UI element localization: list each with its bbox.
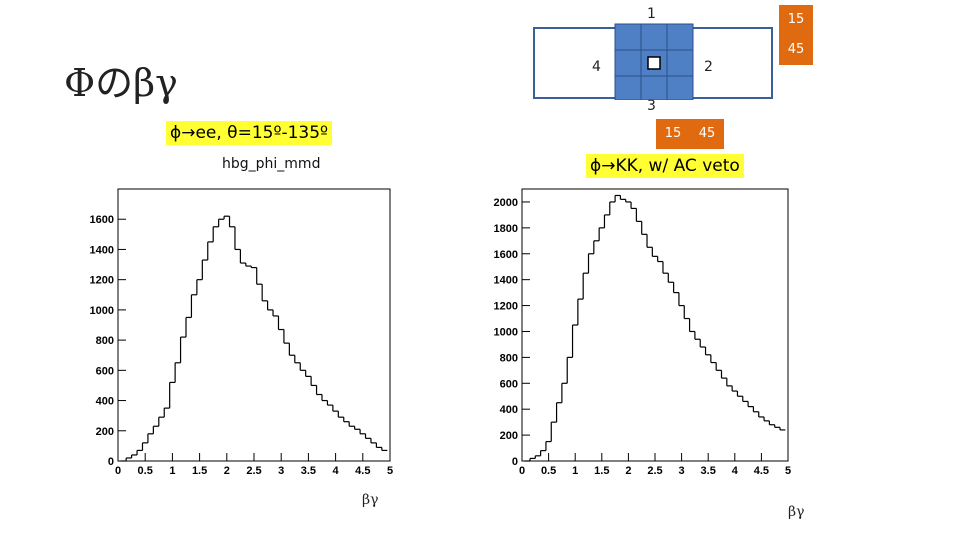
- x-tick-label: 0.5: [138, 465, 153, 477]
- x-tick-label: 2: [224, 465, 230, 477]
- y-tick-label: 2000: [494, 197, 518, 209]
- y-tick-label: 1600: [90, 214, 114, 226]
- cell: [640, 23, 668, 51]
- y-tick-label: 400: [96, 396, 114, 408]
- y-tick-label: 200: [96, 426, 114, 438]
- y-tick-label: 200: [500, 430, 518, 442]
- badge-bottom-45: 45: [690, 119, 724, 149]
- histogram-kk: 0 0.5 1 1.5 2 2.5 3 3.5 4 4.5 5 0 200 400 600 800 1000 12…: [494, 188, 791, 477]
- detector-cells: [614, 23, 694, 100]
- badge-right-15: 15: [779, 5, 813, 35]
- cell: [614, 75, 642, 100]
- y-tick-label: 1200: [90, 275, 114, 287]
- center-cell: [647, 56, 661, 70]
- y-tick-label: 600: [500, 378, 518, 390]
- x-tick-label: 1: [169, 465, 175, 477]
- y-tick-label: 1400: [90, 244, 114, 256]
- x-tick-label: 0: [115, 465, 121, 477]
- x-tick-label: 1: [572, 465, 578, 477]
- x-tick-label: 4.5: [355, 465, 370, 477]
- x-tick-label: 4: [732, 465, 739, 477]
- y-tick-label: 1400: [494, 275, 518, 287]
- y-tick-label: 1600: [494, 249, 518, 261]
- x-tick-label: 5: [387, 465, 393, 477]
- y-tick-label: 400: [500, 404, 518, 416]
- plot-frame: [521, 188, 789, 462]
- detector-label-top: 1: [647, 6, 656, 22]
- x-tick-label: 3.5: [701, 465, 716, 477]
- y-tick-label: 1800: [494, 223, 518, 235]
- y-tick-label: 1000: [90, 305, 114, 317]
- channel-label-kk: ϕ→KK, w/ AC veto: [586, 154, 744, 178]
- y-tick-label: 1200: [494, 301, 518, 313]
- x-tick-label: 2: [625, 465, 631, 477]
- x-tick-label: 4.5: [754, 465, 769, 477]
- detector-diagram: [533, 23, 773, 100]
- x-tick-label: 0.5: [541, 465, 556, 477]
- channel-label-ee: ϕ→ee, θ=15º-135º: [166, 121, 333, 145]
- y-tick-label: 0: [512, 456, 518, 468]
- y-tick-label: 0: [108, 456, 114, 468]
- badge-bottom-15: 15: [656, 119, 690, 149]
- y-tick-label: 600: [96, 365, 114, 377]
- y-tick-label: 1000: [494, 326, 518, 338]
- cell: [666, 23, 694, 51]
- x-tick-label: 4: [333, 465, 340, 477]
- cell: [614, 49, 642, 77]
- x-tick-label: 2.5: [246, 465, 261, 477]
- histogram-ee: 0 0.5 1 1.5 2 2.5 3 3.5 4 4.5 5 0 200 400 600 800 1000 12…: [90, 188, 393, 477]
- detector-label-left: 4: [592, 59, 601, 75]
- slide-title: Φのβγ: [64, 61, 178, 105]
- x-axis-label-right: βγ: [788, 504, 805, 520]
- x-tick-label: 3: [278, 465, 284, 477]
- y-tick-label: 800: [500, 352, 518, 364]
- x-tick-label: 1.5: [192, 465, 207, 477]
- x-tick-label: 5: [785, 465, 791, 477]
- detector-label-right: 2: [704, 59, 713, 75]
- histogram-name: hbg_phi_mmd: [222, 156, 321, 172]
- cell: [614, 23, 642, 51]
- x-axis-label-left: βγ: [362, 492, 379, 508]
- badge-right-45: 45: [779, 35, 813, 65]
- cell: [666, 49, 694, 77]
- x-tick-label: 0: [519, 465, 525, 477]
- x-tick-label: 3.5: [301, 465, 316, 477]
- detector-label-bottom: 3: [647, 98, 656, 114]
- cell: [640, 75, 668, 100]
- y-tick-label: 800: [96, 335, 114, 347]
- x-tick-label: 1.5: [594, 465, 609, 477]
- cell: [666, 75, 694, 100]
- x-tick-label: 3: [679, 465, 685, 477]
- x-tick-label: 2.5: [647, 465, 662, 477]
